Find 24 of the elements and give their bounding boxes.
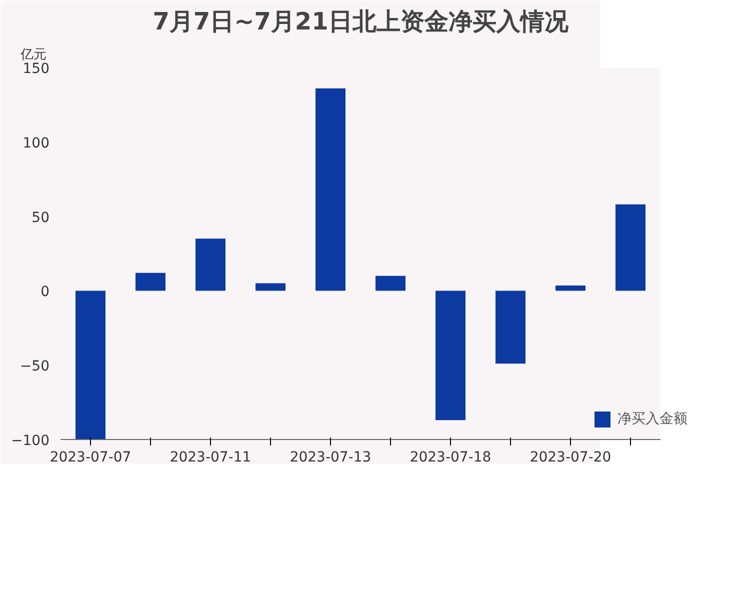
- x-tick-label: 2023-07-18: [410, 450, 492, 466]
- bar: [616, 204, 646, 291]
- x-tick-label: 2023-07-11: [170, 450, 252, 466]
- bar: [316, 88, 346, 291]
- bar: [76, 290, 106, 440]
- y-tick-label: 50: [32, 210, 50, 226]
- y-tick-label: 0: [40, 284, 50, 300]
- bar: [376, 276, 406, 291]
- y-tick-label: −50: [20, 358, 50, 375]
- x-tick-label: 2023-07-13: [290, 450, 372, 466]
- bar: [196, 238, 226, 291]
- legend-label: 净买入金额: [617, 410, 688, 428]
- bar: [496, 290, 526, 364]
- bar: [256, 283, 286, 291]
- y-axis-title: 亿元: [20, 48, 46, 62]
- bar: [436, 290, 466, 420]
- bar: [556, 285, 586, 291]
- bar: [136, 272, 166, 291]
- chart-title: 7月7日~7月21日北上资金净买入情况: [152, 8, 570, 36]
- y-tick-label: 100: [22, 135, 50, 152]
- y-tick-label: 150: [22, 61, 50, 77]
- x-tick-label: 2023-07-20: [530, 450, 612, 466]
- y-tick-label: −100: [11, 433, 50, 449]
- x-tick-label: 2023-07-07: [50, 450, 132, 466]
